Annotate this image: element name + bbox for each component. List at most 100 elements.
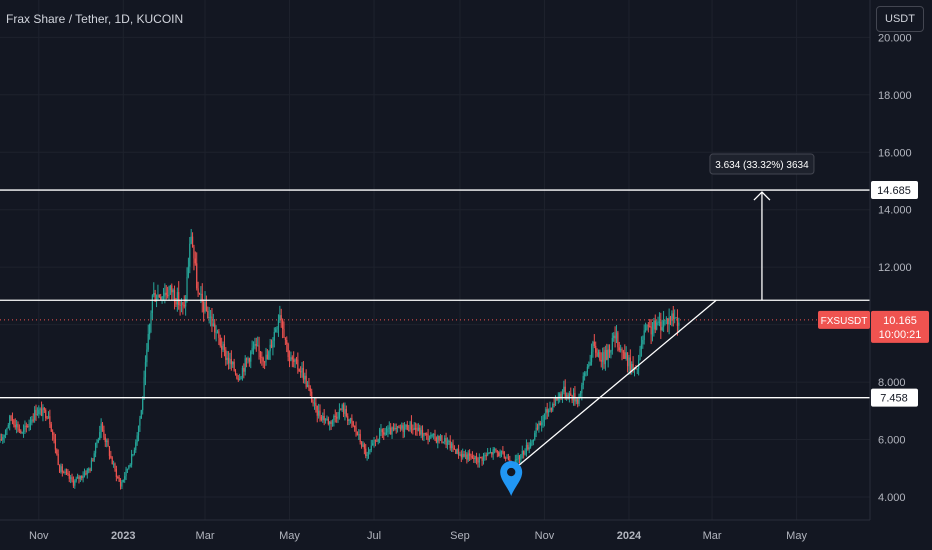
candle-body[interactable] <box>607 349 609 360</box>
candle-body[interactable] <box>298 369 300 372</box>
candle-body[interactable] <box>264 361 266 363</box>
candle-body[interactable] <box>387 428 389 433</box>
candle-body[interactable] <box>93 453 95 461</box>
candle-body[interactable] <box>420 429 422 435</box>
candle-body[interactable] <box>96 442 98 444</box>
candle-body[interactable] <box>329 421 331 425</box>
candle-body[interactable] <box>287 343 289 358</box>
candle-body[interactable] <box>248 358 250 362</box>
candle-body[interactable] <box>566 394 568 397</box>
candle-body[interactable] <box>599 352 601 360</box>
candle-body[interactable] <box>142 399 144 411</box>
marker-layer[interactable] <box>500 461 523 497</box>
candle-body[interactable] <box>54 439 57 450</box>
candle-body[interactable] <box>313 402 316 404</box>
candle-body[interactable] <box>124 476 126 480</box>
candle-body[interactable] <box>360 442 363 447</box>
candle-body[interactable] <box>108 446 111 456</box>
candle-body[interactable] <box>39 408 41 410</box>
candle-body[interactable] <box>391 427 393 435</box>
candle-body[interactable] <box>286 339 288 344</box>
candle-body[interactable] <box>557 396 559 401</box>
candle-body[interactable] <box>491 452 493 455</box>
candle-body[interactable] <box>665 318 667 321</box>
candle-body[interactable] <box>467 453 469 460</box>
candle-body[interactable] <box>410 421 413 430</box>
candle-body[interactable] <box>221 345 223 350</box>
candle-body[interactable] <box>61 466 63 473</box>
candle-body[interactable] <box>498 452 500 457</box>
candle-body[interactable] <box>312 401 314 404</box>
candle-body[interactable] <box>295 359 298 361</box>
candle-body[interactable] <box>453 447 455 450</box>
candle-body[interactable] <box>541 422 543 426</box>
candle-body[interactable] <box>245 358 248 360</box>
candle-body[interactable] <box>373 440 375 444</box>
candle-body[interactable] <box>236 374 238 379</box>
candle-body[interactable] <box>252 346 255 349</box>
candle-body[interactable] <box>384 432 386 435</box>
candle-body[interactable] <box>439 435 442 441</box>
candle-body[interactable] <box>524 453 526 455</box>
candle-body[interactable] <box>9 416 11 425</box>
candle-body[interactable] <box>318 410 320 416</box>
candle-body[interactable] <box>662 320 665 328</box>
candle-body[interactable] <box>36 414 39 416</box>
candle-body[interactable] <box>661 327 663 331</box>
candle-body[interactable] <box>143 377 145 400</box>
candle-body[interactable] <box>0 439 2 441</box>
candle-body[interactable] <box>527 444 529 450</box>
candle-body[interactable] <box>471 455 474 458</box>
candle-body[interactable] <box>284 337 286 340</box>
candle-body[interactable] <box>311 391 313 402</box>
candle-body[interactable] <box>444 438 446 442</box>
candle-body[interactable] <box>506 457 508 459</box>
candle-body[interactable] <box>536 427 539 429</box>
candle-body[interactable] <box>493 448 496 450</box>
candle-body[interactable] <box>635 367 637 369</box>
candle-body[interactable] <box>402 425 404 433</box>
candle-body[interactable] <box>128 465 130 469</box>
candle-body[interactable] <box>45 409 47 419</box>
candle-body[interactable] <box>415 427 417 430</box>
candle-body[interactable] <box>651 329 654 335</box>
trendline-layer[interactable] <box>514 299 717 469</box>
candle-body[interactable] <box>516 459 518 461</box>
candle-body[interactable] <box>237 378 239 380</box>
candlestick-series[interactable] <box>0 228 680 490</box>
candle-body[interactable] <box>581 385 583 394</box>
candle-body[interactable] <box>676 317 679 326</box>
candle-body[interactable] <box>319 410 321 417</box>
location-pin-icon[interactable] <box>500 461 523 497</box>
candle-body[interactable] <box>337 417 339 419</box>
candle-body[interactable] <box>463 453 465 457</box>
candle-body[interactable] <box>334 415 336 417</box>
candle-body[interactable] <box>564 386 566 397</box>
candle-body[interactable] <box>628 357 630 367</box>
candle-body[interactable] <box>126 468 129 470</box>
candle-body[interactable] <box>618 347 620 351</box>
candle-body[interactable] <box>322 415 324 420</box>
candle-body[interactable] <box>664 320 666 322</box>
candle-body[interactable] <box>654 320 656 330</box>
currency-button[interactable]: USDT <box>876 6 924 32</box>
candle-body[interactable] <box>154 293 156 302</box>
candle-body[interactable] <box>595 346 597 353</box>
candle-body[interactable] <box>560 393 562 398</box>
candle-body[interactable] <box>632 364 634 369</box>
candle-body[interactable] <box>643 330 645 340</box>
candle-body[interactable] <box>529 443 532 448</box>
candle-body[interactable] <box>279 315 281 320</box>
candle-body[interactable] <box>370 445 372 450</box>
candle-body[interactable] <box>162 296 165 298</box>
candle-body[interactable] <box>129 464 131 466</box>
candle-body[interactable] <box>503 451 505 458</box>
candle-body[interactable] <box>165 292 167 295</box>
candle-body[interactable] <box>261 357 263 359</box>
candle-body[interactable] <box>426 433 428 435</box>
candle-body[interactable] <box>642 339 644 345</box>
candle-body[interactable] <box>638 359 640 369</box>
candle-body[interactable] <box>230 359 232 365</box>
candle-body[interactable] <box>327 418 329 425</box>
candle-body[interactable] <box>671 313 673 321</box>
